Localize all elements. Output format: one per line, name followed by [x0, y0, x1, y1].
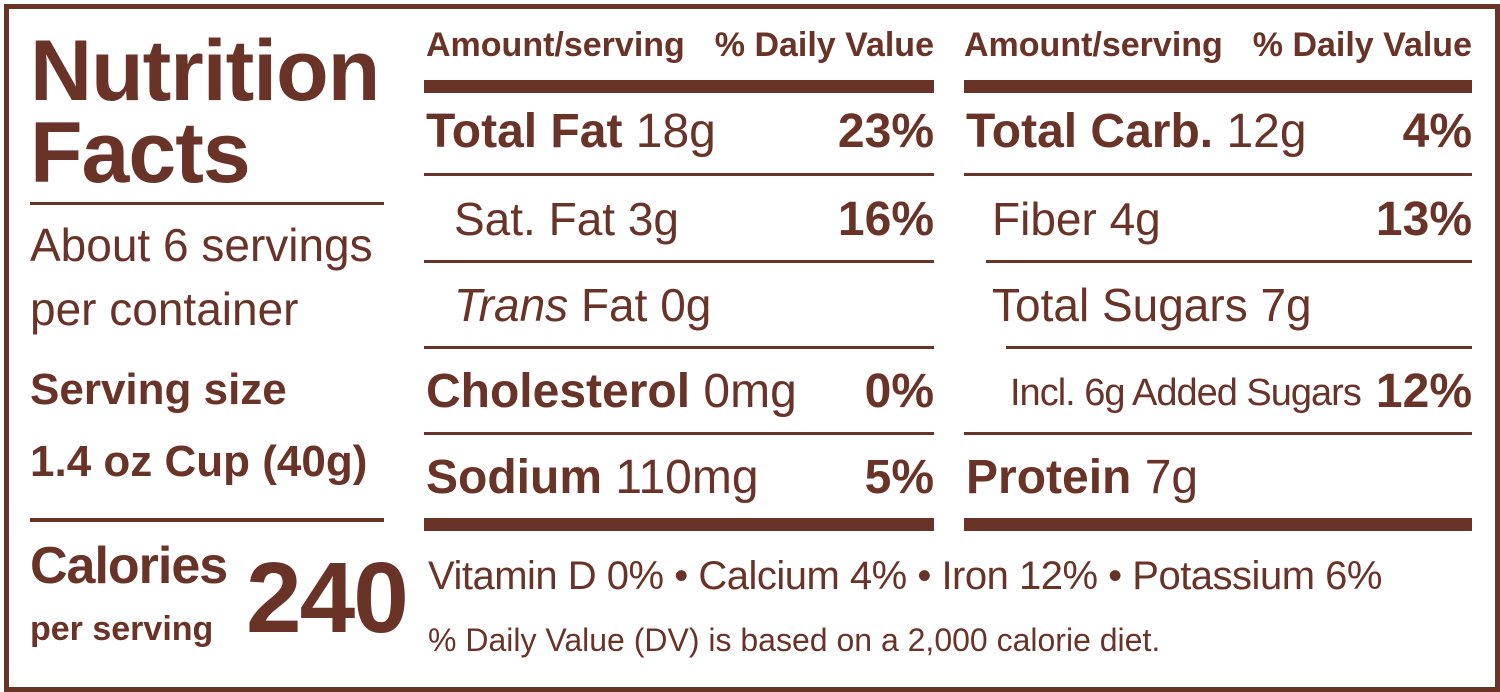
calories-label: Calories [30, 537, 228, 595]
nutrient-row-cholesterol: Cholesterol 0mg [426, 368, 797, 416]
nutrient-amount: 7g [1144, 451, 1199, 504]
nutrient-label: Total Carb. [966, 105, 1214, 158]
serving-size-value: 1.4 oz Cup (40g) [30, 437, 368, 486]
column-1-dv-header: % Daily Value [714, 26, 934, 64]
nutrient-row-added-sugars: Incl. 6g Added Sugars [1010, 372, 1362, 414]
divider [986, 260, 1472, 263]
dv-fiber: 13% [1375, 193, 1472, 246]
divider [30, 518, 384, 522]
title-line-2: Facts [30, 105, 251, 201]
divider [964, 173, 1472, 176]
dv-total-carb: 4% [1402, 105, 1472, 158]
trans-fat-rest: Fat 0g [568, 279, 712, 331]
footnote: % Daily Value (DV) is based on a 2,000 c… [428, 622, 1161, 658]
divider [424, 346, 934, 349]
divider [30, 202, 384, 205]
thick-rule [424, 80, 934, 93]
divider [1006, 346, 1472, 349]
nutrient-row-sodium: Sodium 110mg [426, 454, 759, 502]
nutrient-row-sat-fat: Sat. Fat 3g [454, 193, 680, 245]
servings-line-2: per container [30, 283, 299, 335]
nutrient-row-fiber: Fiber 4g [992, 193, 1161, 245]
vitamins-line: Vitamin D 0% • Calcium 4% • Iron 12% • P… [428, 554, 1382, 598]
nutrient-row-total-fat: Total Fat 18g [426, 108, 716, 156]
divider [964, 432, 1472, 435]
thick-rule [424, 518, 934, 531]
dv-cholesterol: 0% [864, 365, 934, 418]
title-line-1: Nutrition [30, 23, 380, 119]
divider [424, 432, 934, 435]
dv-sodium: 5% [864, 451, 934, 504]
nutrient-label: Cholesterol [426, 365, 691, 418]
calories-value: 240 [246, 542, 409, 654]
dv-total-fat: 23% [837, 105, 934, 158]
divider [424, 173, 934, 176]
column-1-amount-header: Amount/serving [426, 26, 685, 64]
nutrient-amount: 110mg [615, 451, 759, 504]
thick-rule [964, 80, 1472, 93]
nutrient-label: Sodium [426, 451, 602, 504]
calories-sublabel: per serving [30, 610, 214, 648]
trans-italic: Trans [454, 279, 569, 331]
column-2-dv-header: % Daily Value [1252, 26, 1472, 64]
serving-size-label: Serving size [30, 365, 287, 414]
nutrient-row-protein: Protein 7g [966, 454, 1198, 502]
divider [424, 260, 934, 263]
nutrient-row-total-carb: Total Carb. 12g [966, 108, 1307, 156]
servings-line-1: About 6 servings [30, 219, 373, 271]
nutrient-amount: 18g [635, 105, 716, 158]
column-2-amount-header: Amount/serving [964, 26, 1223, 64]
nutrient-row-trans-fat: Trans Fat 0g [454, 282, 711, 328]
nutrient-label: Protein [966, 451, 1132, 504]
dv-added-sugars: 12% [1375, 365, 1472, 418]
nutrient-amount: 12g [1226, 105, 1307, 158]
thick-rule [964, 518, 1472, 531]
dv-sat-fat: 16% [837, 193, 934, 246]
nutrient-amount: 0mg [703, 365, 797, 418]
nutrient-label: Total Fat [426, 105, 623, 158]
nutrient-row-total-sugars: Total Sugars 7g [992, 279, 1312, 331]
